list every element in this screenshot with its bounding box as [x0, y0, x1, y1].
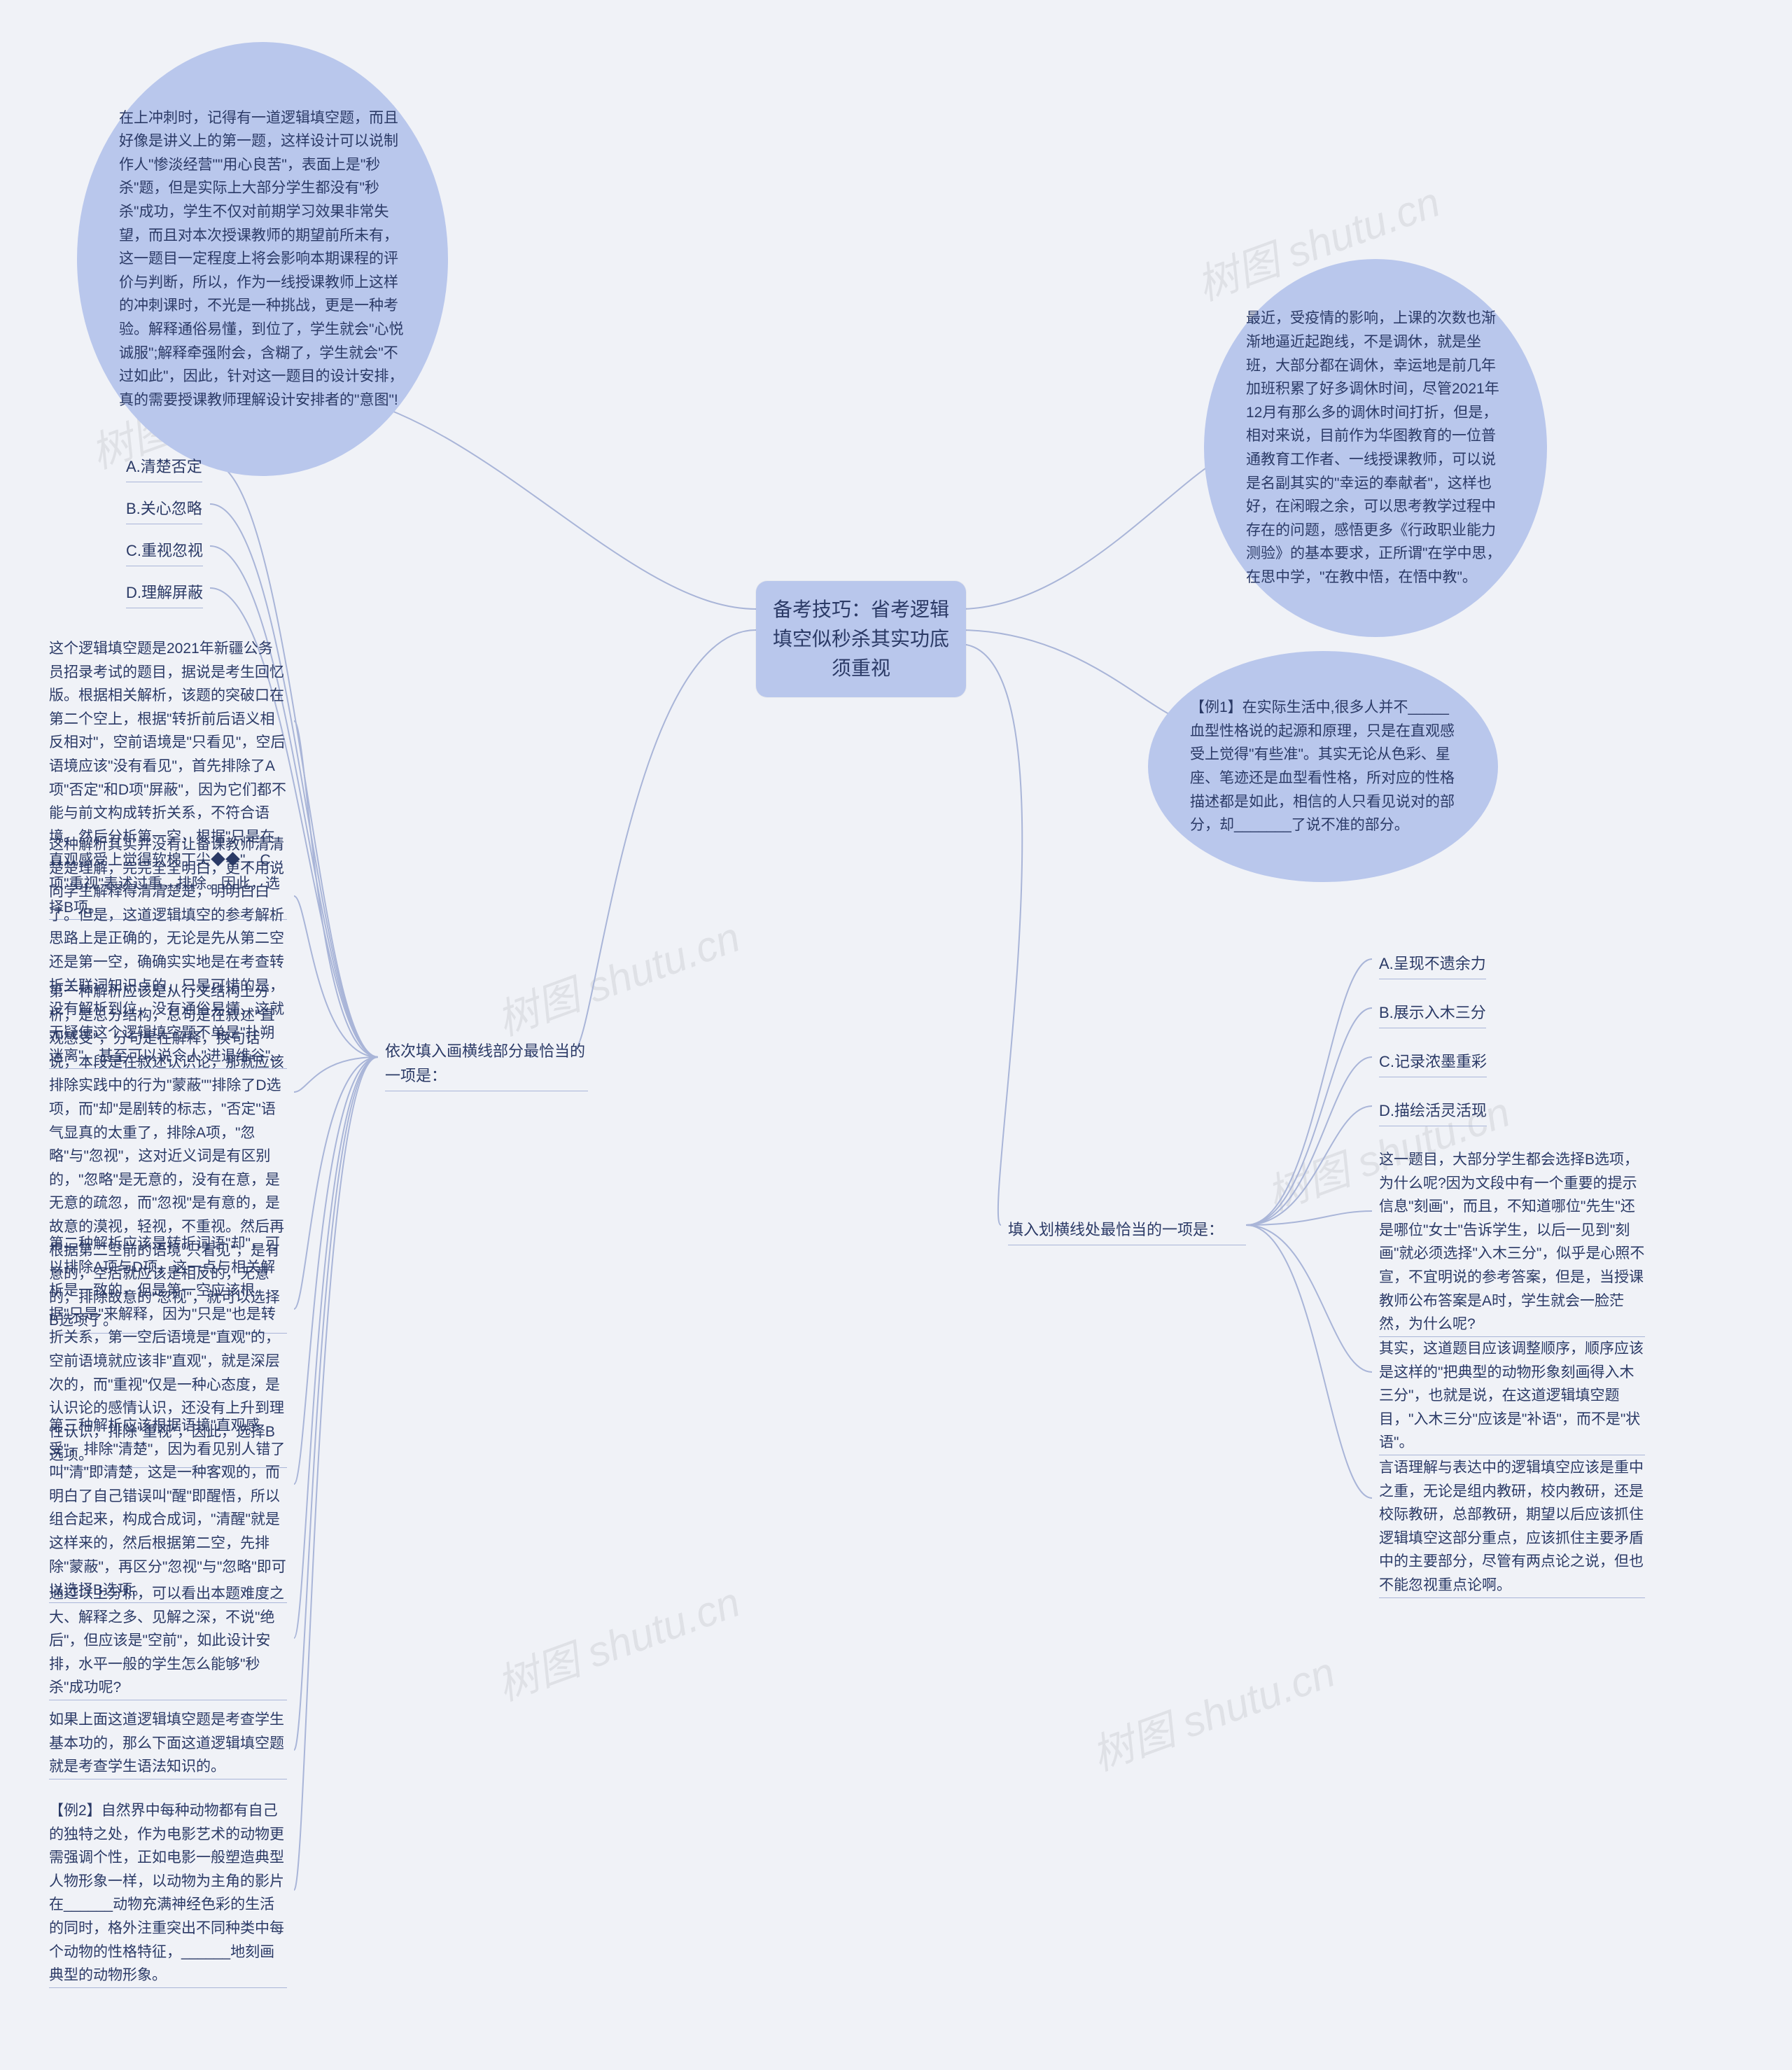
right-para-3: 言语理解与表达中的逻辑填空应该是重中之重，无论是组内教研，校内教研，还是校际教研… — [1379, 1456, 1645, 1598]
left-para-7: 如果上面这道逻辑填空题是考查学生基本功的，那么下面这道逻辑填空题就是考查学生语法… — [49, 1708, 287, 1779]
branch-label-text: 依次填入画横线部分最恰当的一项是： — [385, 1042, 585, 1084]
right-branch-label[interactable]: 填入划横线处最恰当的一项是： — [1008, 1215, 1246, 1245]
center-title: 备考技巧：省考逻辑填空似秒杀其实功底须重视 — [773, 599, 949, 679]
right-option-b[interactable]: B.展示入木三分 — [1379, 998, 1486, 1028]
left-option-c[interactable]: C.重视忽视 — [126, 536, 203, 566]
watermark: 树图 shutu.cn — [487, 903, 747, 1047]
left-option-b[interactable]: B.关心忽略 — [126, 494, 202, 524]
left-para-5: 第三种解析应该根据语境"直观感受"，排除"清楚"，因为看见别人错了叫"清"即清楚… — [49, 1414, 287, 1603]
ellipse-mid-right[interactable]: 【例1】在实际生活中,很多人并不_____血型性格说的起源和原理，只是在直观感受… — [1148, 651, 1498, 882]
watermark: 树图 shutu.cn — [487, 1568, 747, 1712]
ellipse-top-left[interactable]: 在上冲刺时，记得有一道逻辑填空题，而且好像是讲义上的第一题，这样设计可以说制作人… — [77, 42, 448, 476]
ellipse-text: 最近，受疫情的影响，上课的次数也渐渐地逼近起跑线，不是调休，就是坐班，大部分都在… — [1246, 307, 1505, 589]
ellipse-text: 【例1】在实际生活中,很多人并不_____血型性格说的起源和原理，只是在直观感受… — [1190, 696, 1456, 837]
mindmap-canvas: 树图 shutu.cn 树图 shutu.cn 树图 shutu.cn 树图 s… — [0, 0, 1792, 2070]
ellipse-text: 在上冲刺时，记得有一道逻辑填空题，而且好像是讲义上的第一题，这样设计可以说制作人… — [119, 106, 406, 412]
ellipse-top-right[interactable]: 最近，受疫情的影响，上课的次数也渐渐地逼近起跑线，不是调休，就是坐班，大部分都在… — [1204, 259, 1547, 637]
center-node[interactable]: 备考技巧：省考逻辑填空似秒杀其实功底须重视 — [756, 581, 966, 697]
right-option-a[interactable]: A.呈现不遗余力 — [1379, 949, 1486, 979]
left-para-6: 通过以上分析，可以看出本题难度之大、解释之多、见解之深，不说"绝后"，但应该是"… — [49, 1582, 287, 1700]
right-option-d[interactable]: D.描绘活灵活现 — [1379, 1096, 1487, 1126]
left-option-d[interactable]: D.理解屏蔽 — [126, 578, 203, 608]
left-para-8: 【例2】自然界中每种动物都有自己的独特之处，作为电影艺术的动物更需强调个性，正如… — [49, 1799, 287, 1988]
right-para-2: 其实，这道题目应该调整顺序，顺序应该是这样的"把典型的动物形象刻画得入木三分"，… — [1379, 1337, 1645, 1455]
right-option-c[interactable]: C.记录浓墨重彩 — [1379, 1047, 1487, 1077]
branch-label-text: 填入划横线处最恰当的一项是： — [1008, 1221, 1224, 1238]
watermark: 树图 shutu.cn — [1082, 1638, 1342, 1782]
left-option-a[interactable]: A.清楚否定 — [126, 452, 202, 482]
right-para-1: 这一题目，大部分学生都会选择B选项，为什么呢?因为文段中有一个重要的提示信息"刻… — [1379, 1148, 1645, 1337]
left-branch-label[interactable]: 依次填入画横线部分最恰当的一项是： — [385, 1036, 588, 1091]
